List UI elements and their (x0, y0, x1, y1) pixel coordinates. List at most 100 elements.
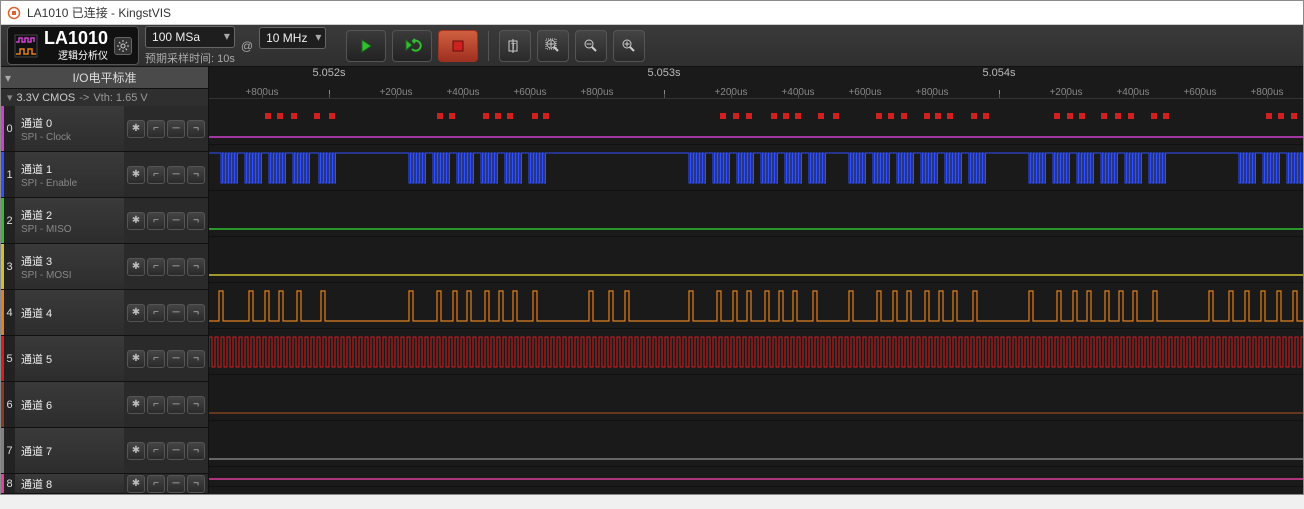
loop-button[interactable] (392, 30, 432, 62)
channel-label[interactable]: 通道 4 (15, 290, 124, 335)
trigger-level-button[interactable]: ─ (167, 442, 185, 460)
trigger-falling-button[interactable]: ¬ (187, 475, 205, 493)
channel-settings-button[interactable]: ✱ (127, 396, 145, 414)
waveform-svg (209, 375, 1303, 421)
trigger-falling-button[interactable]: ¬ (187, 396, 205, 414)
waveform-area[interactable]: 5.052s5.053s5.054s+800us+200us+400us+600… (209, 67, 1303, 494)
trigger-falling-button[interactable]: ¬ (187, 212, 205, 230)
wave-row-6[interactable] (209, 375, 1303, 421)
arrow-icon: -> (79, 92, 89, 104)
trigger-level-button[interactable]: ─ (167, 475, 185, 493)
sample-rate-select[interactable]: 10 MHz (259, 27, 326, 49)
channel-label[interactable]: 通道 2SPI - MISO (15, 198, 124, 243)
trigger-level-button[interactable]: ─ (167, 350, 185, 368)
channel-row-0[interactable]: 0通道 0SPI - Clock✱⌐─¬ (1, 106, 208, 152)
zoom-out-button[interactable] (575, 30, 607, 62)
channel-buttons: ✱ ⌐─¬ (124, 106, 208, 151)
channel-label[interactable]: 通道 7 (15, 428, 124, 473)
trigger-level-button[interactable]: ─ (167, 120, 185, 138)
trigger-falling-button[interactable]: ¬ (187, 166, 205, 184)
wave-row-3[interactable] (209, 237, 1303, 283)
device-wave-icon (14, 34, 38, 58)
trigger-level-button[interactable]: ─ (167, 166, 185, 184)
trigger-falling-button[interactable]: ¬ (187, 258, 205, 276)
wave-row-2[interactable] (209, 191, 1303, 237)
channel-settings-button[interactable]: ✱ (127, 442, 145, 460)
trigger-rising-button[interactable]: ⌐ (147, 475, 165, 493)
channel-row-3[interactable]: 3通道 3SPI - MOSI✱⌐─¬ (1, 244, 208, 290)
threshold-row[interactable]: ▾ 3.3V CMOS -> Vth: 1.65 V (1, 89, 208, 106)
channel-row-6[interactable]: 6通道 6✱⌐─¬ (1, 382, 208, 428)
trigger-falling-button[interactable]: ¬ (187, 350, 205, 368)
falling-edge-icon: ¬ (193, 353, 199, 364)
channel-label[interactable]: 通道 0SPI - Clock (15, 106, 124, 151)
channel-label[interactable]: 通道 5 (15, 336, 124, 381)
trigger-level-button[interactable]: ─ (167, 304, 185, 322)
channel-label[interactable]: 通道 8 (15, 474, 124, 493)
trigger-level-button[interactable]: ─ (167, 212, 185, 230)
channel-settings-button[interactable]: ✱ (127, 120, 145, 138)
chevron-down-icon: ▾ (5, 71, 11, 85)
channel-row-7[interactable]: 7通道 7✱ ⌐ ─¬ (1, 428, 208, 474)
channel-settings-button[interactable]: ✱ (127, 304, 145, 322)
trigger-rising-button[interactable]: ⌐ (147, 120, 165, 138)
channel-index: 7 (1, 428, 15, 473)
rising-edge-icon: ⌐ (153, 307, 159, 318)
window-title: LA1010 已连接 - KingstVIS (27, 4, 171, 21)
app-body: LA1010 逻辑分析仪 100 MSa 预期采样时间: 10s @ 10 MH… (1, 25, 1303, 494)
trigger-rising-button[interactable]: ⌐ (147, 166, 165, 184)
channel-row-2[interactable]: 2通道 2SPI - MISO✱⌐─¬ (1, 198, 208, 244)
falling-edge-icon: ¬ (193, 307, 199, 318)
channel-label[interactable]: 通道 3SPI - MOSI (15, 244, 124, 289)
sample-depth-select[interactable]: 100 MSa (145, 26, 235, 48)
wave-row-7[interactable] (209, 421, 1303, 467)
trigger-rising-button[interactable]: ⌐ (147, 350, 165, 368)
level-icon: ─ (172, 353, 179, 364)
channel-row-5[interactable]: 5通道 5✱⌐─¬ (1, 336, 208, 382)
trigger-rising-button[interactable]: ⌐ (147, 212, 165, 230)
channel-row-8[interactable]: 8通道 8✱⌐─¬ (1, 474, 208, 494)
trigger-level-button[interactable]: ─ (167, 258, 185, 276)
device-settings-button[interactable] (114, 37, 132, 55)
channel-row-4[interactable]: 4通道 4✱⌐─¬ (1, 290, 208, 336)
channel-row-1[interactable]: 1通道 1SPI - Enable✱⌐─¬ (1, 152, 208, 198)
start-button[interactable] (346, 30, 386, 62)
waveform-svg (209, 421, 1303, 467)
channel-settings-button[interactable]: ✱ (127, 258, 145, 276)
channel-alias: SPI - MOSI (21, 270, 118, 281)
channel-label[interactable]: 通道 6 (15, 382, 124, 427)
trigger-level-button[interactable]: ─ (167, 396, 185, 414)
trigger-falling-button[interactable]: ¬ (187, 120, 205, 138)
channel-settings-button[interactable]: ✱ (127, 350, 145, 368)
channel-buttons: ✱⌐─¬ (124, 152, 208, 197)
trigger-rising-button[interactable]: ⌐ (147, 396, 165, 414)
wave-row-0[interactable] (209, 99, 1303, 145)
zoom-in-button[interactable] (613, 30, 645, 62)
gear-icon: ✱ (132, 261, 140, 272)
trigger-rising-button[interactable]: ⌐ (147, 304, 165, 322)
titlebar[interactable]: LA1010 已连接 - KingstVIS (1, 1, 1303, 25)
wave-row-4[interactable] (209, 283, 1303, 329)
wave-row-5[interactable] (209, 329, 1303, 375)
trigger-falling-button[interactable]: ¬ (187, 442, 205, 460)
device-name: LA1010 (44, 29, 108, 47)
cursor-tool-button[interactable]: T (499, 30, 531, 62)
channel-settings-button[interactable]: ✱ (127, 475, 145, 493)
trigger-rising-button[interactable]: ⌐ (147, 442, 165, 460)
zoom-fit-button[interactable] (537, 30, 569, 62)
rising-edge-icon: ⌐ (153, 445, 159, 456)
device-box[interactable]: LA1010 逻辑分析仪 (7, 26, 139, 65)
channel-label[interactable]: 通道 1SPI - Enable (15, 152, 124, 197)
trigger-falling-button[interactable]: ¬ (187, 304, 205, 322)
time-ruler[interactable]: 5.052s5.053s5.054s+800us+200us+400us+600… (209, 67, 1303, 99)
level-icon: ─ (172, 399, 179, 410)
wave-row-8[interactable] (209, 467, 1303, 487)
stop-button[interactable] (438, 30, 478, 62)
channel-settings-button[interactable]: ✱ (127, 166, 145, 184)
channel-settings-button[interactable]: ✱ (127, 212, 145, 230)
gear-icon: ✱ (132, 123, 140, 134)
trigger-rising-button[interactable]: ⌐ (147, 258, 165, 276)
wave-row-1[interactable] (209, 145, 1303, 191)
io-standard-header[interactable]: ▾ I/O电平标准 (1, 67, 208, 89)
falling-edge-icon: ¬ (193, 215, 199, 226)
